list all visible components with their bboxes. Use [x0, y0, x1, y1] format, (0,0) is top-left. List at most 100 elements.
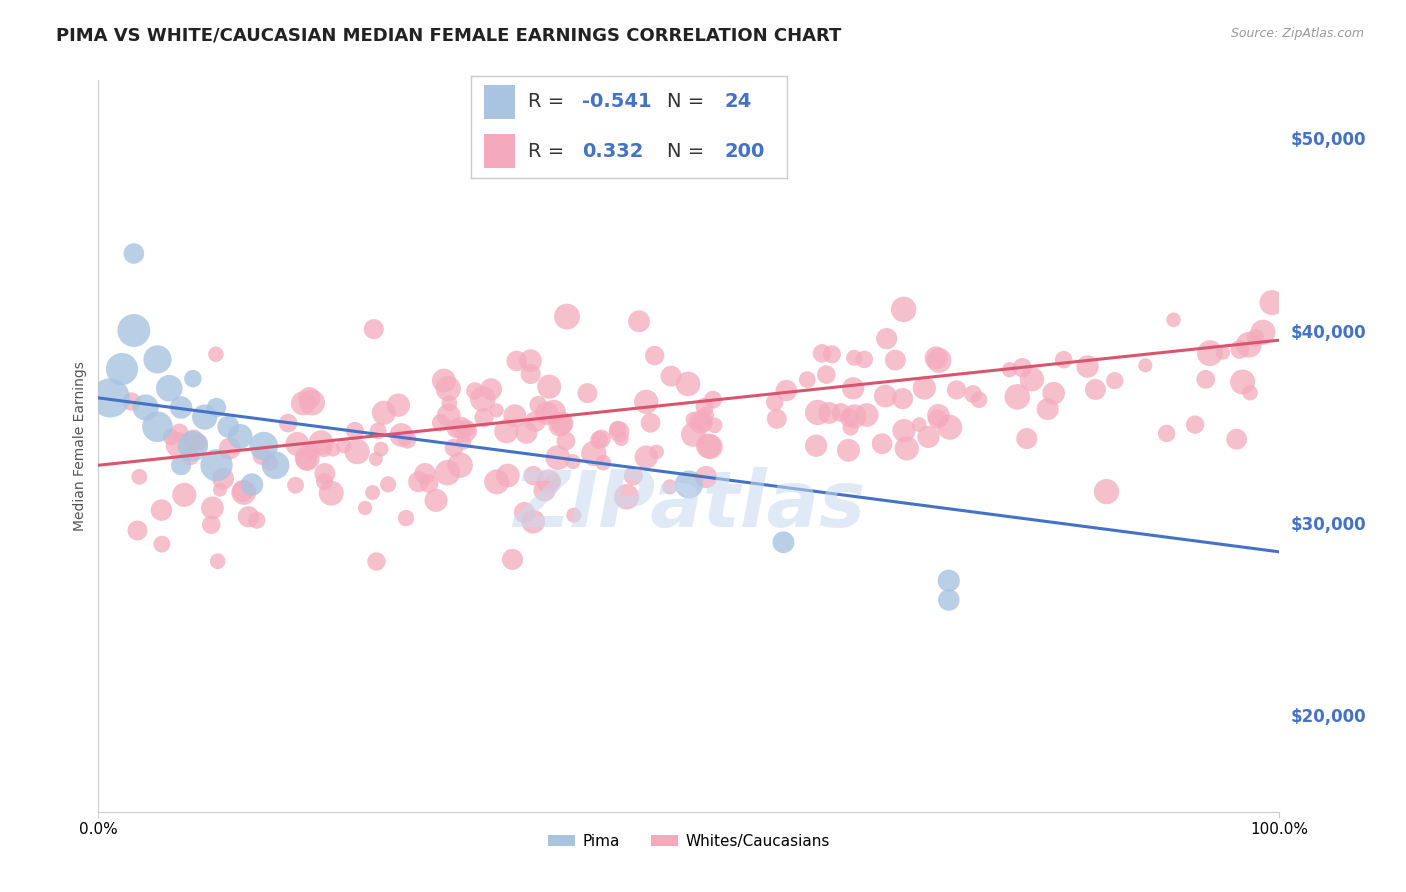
Point [1184, 417, 1206, 432]
Point [772, 535, 794, 549]
Point [547, 450, 569, 465]
Point [366, 554, 388, 568]
Point [616, 490, 638, 504]
Point [640, 416, 662, 430]
Point [429, 416, 451, 430]
Point [658, 480, 681, 494]
Point [927, 412, 949, 426]
Point [1104, 374, 1126, 388]
Point [853, 352, 876, 367]
Point [870, 436, 893, 450]
Text: 0.332: 0.332 [582, 142, 643, 161]
Point [1077, 359, 1099, 374]
Point [373, 406, 395, 420]
Point [298, 391, 321, 405]
Point [659, 369, 682, 384]
Point [912, 381, 935, 395]
Point [815, 368, 838, 382]
Point [876, 332, 898, 346]
Point [765, 412, 787, 426]
Point [811, 346, 834, 360]
Point [157, 381, 180, 395]
Point [501, 552, 523, 566]
Point [395, 511, 418, 525]
Point [541, 475, 564, 489]
Point [309, 435, 332, 450]
Point [1036, 402, 1059, 417]
Point [250, 449, 273, 463]
Point [217, 419, 239, 434]
Point [439, 396, 461, 410]
Text: R =: R = [529, 93, 571, 112]
Point [200, 517, 222, 532]
Point [682, 427, 704, 442]
Point [576, 386, 599, 401]
Point [259, 456, 281, 470]
Point [695, 470, 717, 484]
Point [169, 425, 191, 440]
Point [295, 452, 318, 467]
Point [135, 401, 157, 415]
Point [472, 410, 495, 425]
Point [928, 353, 950, 368]
Legend: Pima, Whites/Caucasians: Pima, Whites/Caucasians [541, 828, 837, 855]
Point [548, 417, 571, 432]
Point [536, 406, 558, 420]
Point [128, 470, 150, 484]
Point [232, 485, 254, 500]
Point [627, 314, 650, 328]
Point [1237, 338, 1260, 352]
Point [297, 451, 319, 466]
FancyBboxPatch shape [484, 85, 516, 119]
Point [1015, 432, 1038, 446]
Point [1053, 352, 1076, 367]
Point [377, 477, 399, 491]
Point [1156, 426, 1178, 441]
Point [891, 392, 914, 406]
Point [543, 405, 565, 419]
Point [285, 437, 308, 451]
Point [284, 478, 307, 492]
Point [551, 416, 574, 430]
Point [884, 353, 907, 368]
Point [367, 424, 389, 438]
Point [361, 485, 384, 500]
Point [875, 389, 897, 403]
Point [479, 382, 502, 396]
Point [690, 415, 713, 429]
Point [837, 443, 859, 458]
Point [173, 488, 195, 502]
Point [678, 477, 700, 491]
Point [513, 506, 536, 520]
Point [205, 401, 228, 415]
Point [321, 486, 343, 500]
Point [682, 412, 704, 426]
Point [893, 302, 915, 317]
Point [449, 458, 471, 472]
Point [925, 351, 948, 365]
Point [150, 537, 173, 551]
Point [457, 422, 479, 436]
Text: Source: ZipAtlas.com: Source: ZipAtlas.com [1230, 27, 1364, 40]
Point [332, 439, 354, 453]
Point [1212, 345, 1234, 359]
Point [945, 383, 967, 397]
Point [555, 310, 578, 324]
Point [218, 442, 240, 456]
Point [354, 500, 377, 515]
Point [396, 433, 419, 447]
Point [181, 439, 204, 453]
Text: -0.541: -0.541 [582, 93, 651, 112]
Point [533, 483, 555, 498]
Point [1244, 331, 1267, 345]
Point [127, 524, 149, 538]
Text: N =: N = [668, 93, 704, 112]
Point [122, 324, 145, 338]
Text: 200: 200 [724, 142, 765, 161]
Point [1239, 385, 1261, 400]
FancyBboxPatch shape [484, 135, 516, 168]
Y-axis label: Median Female Earnings: Median Female Earnings [73, 361, 87, 531]
Point [205, 458, 228, 473]
Point [775, 384, 797, 398]
Point [471, 392, 494, 406]
